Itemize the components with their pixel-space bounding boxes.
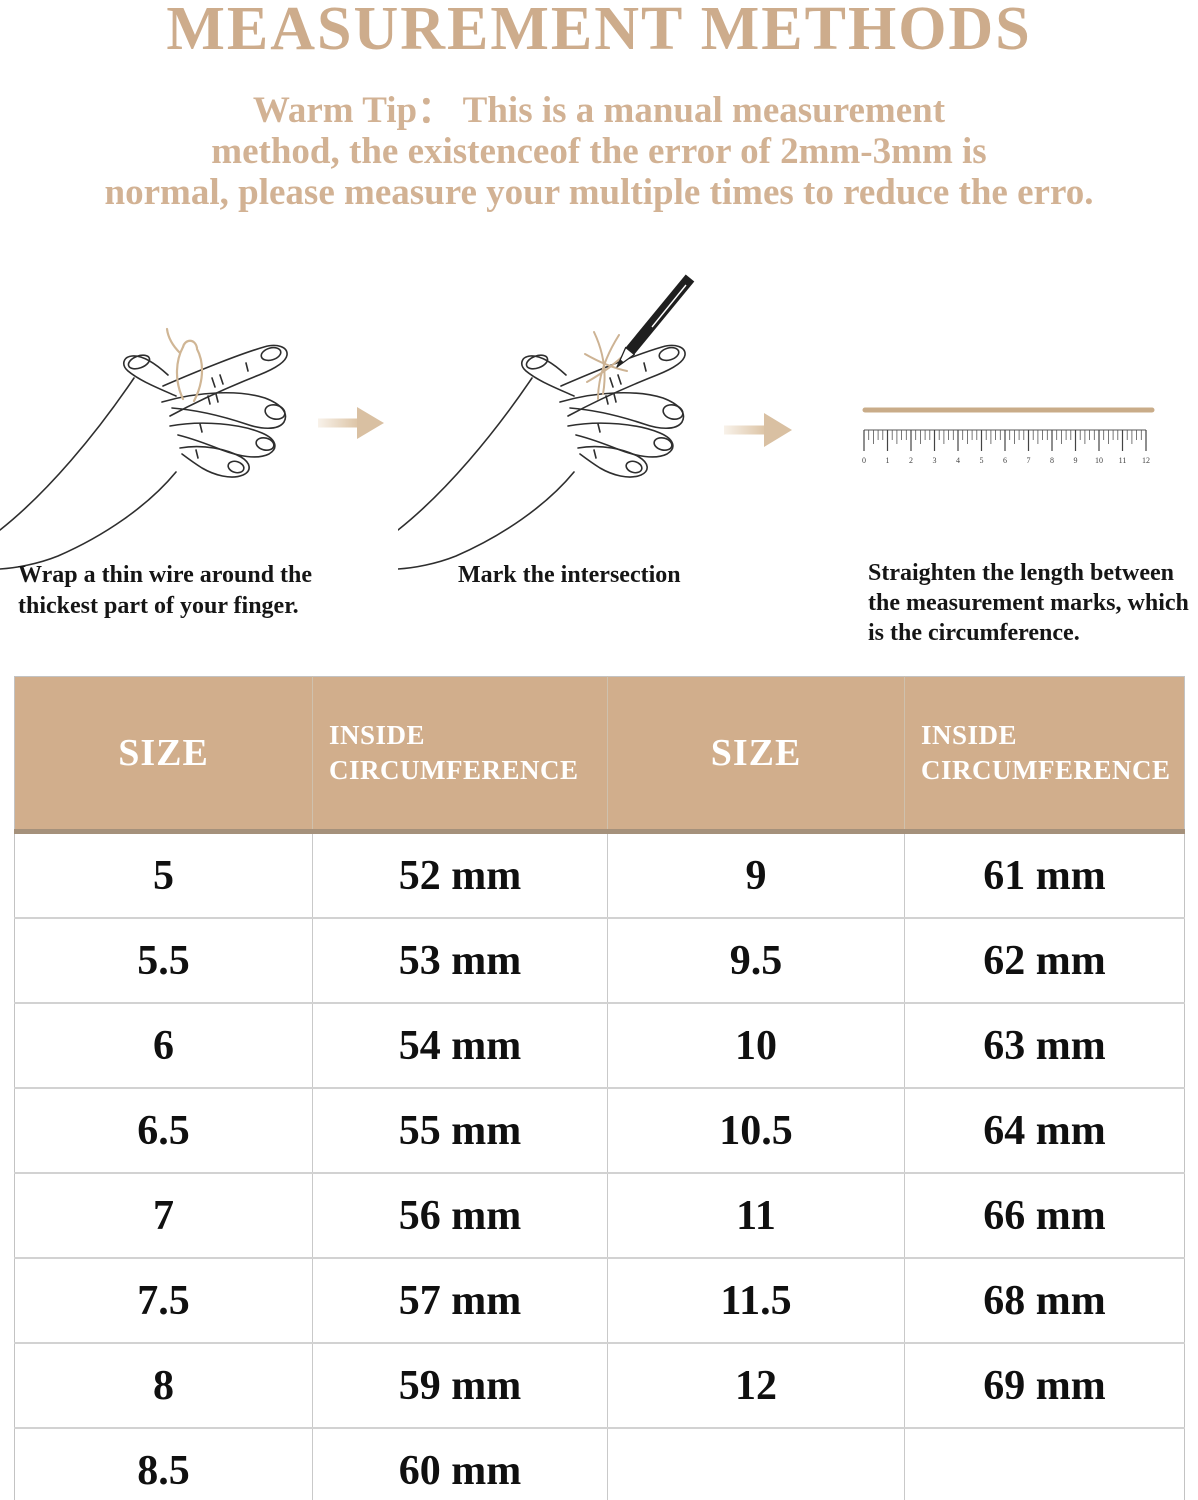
table-cell: 61 mm — [904, 830, 1185, 918]
wire-loop — [165, 327, 204, 403]
size-table-header: SIZE INSIDE CIRCUMFERENCE SIZE INSIDE CI… — [14, 676, 1185, 834]
table-cell: 64 mm — [904, 1087, 1185, 1173]
ruler-scale: 0 1 2 3 4 5 6 7 8 9 10 11 12 — [862, 429, 1150, 465]
table-cell: 68 mm — [904, 1257, 1185, 1343]
hand-wire-illustration — [0, 327, 288, 570]
table-cell: 9 — [607, 830, 905, 918]
size-table-body: 5 52 mm 9 61 mm 5.5 53 mm 9.5 62 mm 6 54 mm 10 63 m… — [14, 830, 1185, 1500]
table-cell: 62 mm — [904, 917, 1185, 1003]
ruler-number: 9 — [1074, 456, 1078, 465]
table-cell: 12 — [607, 1342, 905, 1428]
warm-tip-line-2: method, the existenceof the error of 2mm… — [211, 131, 987, 172]
ruler-number: 10 — [1095, 456, 1103, 465]
table-cell — [904, 1427, 1185, 1500]
table-cell: 57 mm — [312, 1257, 608, 1343]
table-row: 6 54 mm 10 63 mm — [14, 1002, 1185, 1088]
table-cell: 5.5 — [14, 917, 313, 1003]
table-row: 7 56 mm 11 66 mm — [14, 1172, 1185, 1258]
ruler-number: 0 — [862, 456, 866, 465]
table-row: 8 59 mm 12 69 mm — [14, 1342, 1185, 1428]
table-cell: 69 mm — [904, 1342, 1185, 1428]
table-cell: 10.5 — [607, 1087, 905, 1173]
wire-cross-mark — [584, 331, 628, 400]
arrow-right-icon — [318, 407, 384, 439]
ruler-illustration: 0 1 2 3 4 5 6 7 8 9 10 11 12 — [862, 407, 1155, 465]
header-circumference-1: INSIDE CIRCUMFERENCE — [312, 676, 608, 834]
table-cell: 55 mm — [312, 1087, 608, 1173]
table-cell: 10 — [607, 1002, 905, 1088]
page-title: MEASUREMENT METHODS — [166, 0, 1032, 63]
pencil-icon — [616, 274, 695, 368]
arrow-right-icon — [724, 413, 792, 447]
hand-pencil-illustration — [398, 274, 695, 570]
table-cell: 59 mm — [312, 1342, 608, 1428]
table-cell: 7 — [14, 1172, 313, 1258]
table-cell: 66 mm — [904, 1172, 1185, 1258]
table-cell: 52 mm — [312, 830, 608, 918]
table-row: 5.5 53 mm 9.5 62 mm — [14, 917, 1185, 1003]
ruler-number: 6 — [1003, 456, 1007, 465]
table-cell: 11 — [607, 1172, 905, 1258]
size-table: SIZE INSIDE CIRCUMFERENCE SIZE INSIDE CI… — [14, 676, 1185, 1500]
warm-tip-line-3: normal, please measure your multiple tim… — [104, 172, 1094, 213]
warm-tip-line-1: Warm Tip： This is a manual measurement — [252, 90, 946, 131]
ruler-number: 12 — [1142, 456, 1150, 465]
table-cell: 7.5 — [14, 1257, 313, 1343]
header-size-2: SIZE — [607, 676, 905, 834]
table-cell: 63 mm — [904, 1002, 1185, 1088]
table-cell: 8 — [14, 1342, 313, 1428]
ruler-number: 7 — [1027, 456, 1031, 465]
warm-tip-text: Warm Tip： This is a manual measurement m… — [0, 90, 1198, 213]
table-cell: 60 mm — [312, 1427, 608, 1500]
ruler-number: 4 — [956, 456, 960, 465]
table-cell: 9.5 — [607, 917, 905, 1003]
ruler-number: 3 — [933, 456, 937, 465]
header-size-1: SIZE — [14, 676, 313, 834]
table-row: 5 52 mm 9 61 mm — [14, 830, 1185, 918]
table-cell: 6 — [14, 1002, 313, 1088]
table-cell: 6.5 — [14, 1087, 313, 1173]
table-cell: 53 mm — [312, 917, 608, 1003]
table-header-row: SIZE INSIDE CIRCUMFERENCE SIZE INSIDE CI… — [14, 676, 1185, 834]
ruler-number: 5 — [980, 456, 984, 465]
table-cell: 11.5 — [607, 1257, 905, 1343]
table-cell — [607, 1427, 905, 1500]
ruler-number: 11 — [1119, 456, 1127, 465]
step-3-caption: Straighten the length between the measur… — [868, 560, 1189, 646]
table-cell: 56 mm — [312, 1172, 608, 1258]
table-cell: 54 mm — [312, 1002, 608, 1088]
step-2-caption: Mark the intersection — [458, 562, 681, 588]
table-row: 8.5 60 mm — [14, 1427, 1185, 1500]
table-cell: 8.5 — [14, 1427, 313, 1500]
table-cell: 5 — [14, 830, 313, 918]
ruler-number: 8 — [1050, 456, 1054, 465]
step-1-caption: Wrap a thin wire around the thickest par… — [18, 562, 313, 619]
table-row: 6.5 55 mm 10.5 64 mm — [14, 1087, 1185, 1173]
table-row: 7.5 57 mm 11.5 68 mm — [14, 1257, 1185, 1343]
header-circumference-2: INSIDE CIRCUMFERENCE — [904, 676, 1185, 834]
ruler-number: 2 — [909, 456, 913, 465]
ruler-number: 1 — [886, 456, 890, 465]
